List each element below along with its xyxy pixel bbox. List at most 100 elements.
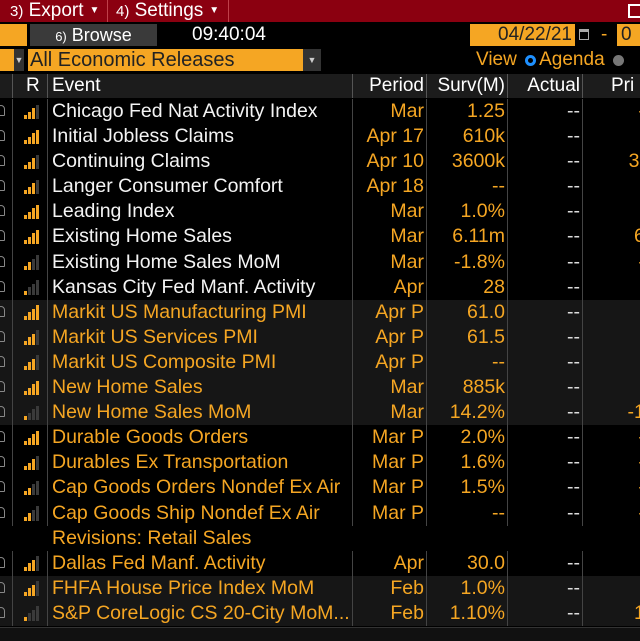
event-name[interactable]: FHFA House Price Index MoM xyxy=(52,576,315,599)
other-view-radio[interactable] xyxy=(612,55,624,66)
header-surv[interactable]: Surv(M) xyxy=(437,75,505,96)
calendar-icon[interactable] xyxy=(579,29,589,40)
alert-bell-icon[interactable] xyxy=(0,406,5,418)
period: Mar P xyxy=(371,476,424,499)
relevance-bar xyxy=(32,333,35,345)
country-dropdown[interactable]: ▼ xyxy=(0,49,24,71)
alert-bell-icon[interactable] xyxy=(0,431,5,443)
table-row[interactable]: S&P CoreLogic CS 20-City MoM... Feb 1.10% -… xyxy=(0,600,640,626)
header-r[interactable]: R xyxy=(26,75,40,96)
relevance-bar xyxy=(28,287,31,295)
export-menu[interactable]: 3) Export ▼ xyxy=(10,0,100,21)
alert-bell-icon[interactable] xyxy=(0,506,5,518)
event-name[interactable]: S&P CoreLogic CS 20-City MoM... xyxy=(52,601,350,624)
alert-bell-icon[interactable] xyxy=(0,230,5,242)
event-name[interactable]: Kansas City Fed Manf. Activity xyxy=(52,275,316,298)
header-prior[interactable]: Pri xyxy=(611,75,635,96)
alert-bell-icon[interactable] xyxy=(0,381,5,393)
alert-bell-icon[interactable] xyxy=(0,155,5,167)
start-date-field[interactable]: 04/22/21 xyxy=(470,24,575,46)
alert-bell-icon[interactable] xyxy=(0,581,5,593)
relevance-bar xyxy=(36,280,39,295)
event-name[interactable]: Continuing Claims xyxy=(52,150,211,173)
header-actual[interactable]: Actual xyxy=(527,75,580,96)
relevance-bar xyxy=(28,588,31,596)
header-event[interactable]: Event xyxy=(52,75,101,96)
alert-bell-icon[interactable] xyxy=(0,205,5,217)
relevance-bar xyxy=(36,179,39,195)
relevance-bar xyxy=(36,606,39,621)
event-name[interactable]: Revisions: Retail Sales xyxy=(52,526,252,549)
relevance-bar xyxy=(36,430,39,446)
event-name[interactable]: Markit US Manufacturing PMI xyxy=(52,300,307,323)
alert-bell-icon[interactable] xyxy=(0,255,5,267)
agenda-radio[interactable] xyxy=(525,55,537,66)
alert-bell-icon[interactable] xyxy=(0,305,5,317)
alert-bell-icon[interactable] xyxy=(0,355,5,367)
actual: -- xyxy=(567,200,580,223)
table-row[interactable]: New Home Sales MoM Mar 14.2% -- -18.2 xyxy=(0,400,640,426)
table-row[interactable]: Continuing Claims Apr 10 3600k -- 3731 xyxy=(0,149,640,175)
relevance-bar xyxy=(36,355,39,370)
event-name[interactable]: Langer Consumer Comfort xyxy=(52,175,283,198)
event-name[interactable]: New Home Sales xyxy=(52,376,203,399)
alert-bell-icon[interactable] xyxy=(0,330,5,342)
table-row[interactable]: Existing Home Sales MoM Mar -1.8% -- -6.6 xyxy=(0,249,640,275)
alert-bell-icon[interactable] xyxy=(0,481,5,493)
event-name[interactable]: Markit US Services PMI xyxy=(52,325,258,348)
event-name[interactable]: Cap Goods Orders Nondef Ex Air xyxy=(52,476,341,499)
event-name[interactable]: Durable Goods Orders xyxy=(52,426,249,449)
event-name[interactable]: Dallas Fed Manf. Activity xyxy=(52,551,266,574)
table-row[interactable]: Durables Ex Transportation Mar P 1.6% -- -0.… xyxy=(0,450,640,476)
relevance-bar xyxy=(24,416,27,421)
event-name[interactable]: New Home Sales MoM xyxy=(52,401,252,424)
alert-bell-icon[interactable] xyxy=(0,456,5,468)
actual: -- xyxy=(567,451,580,474)
table-row[interactable]: Revisions: Retail Sales xyxy=(0,526,640,551)
browse-button[interactable]: 6) Browse xyxy=(30,24,157,46)
alert-bell-icon[interactable] xyxy=(0,556,5,568)
alert-bell-icon[interactable] xyxy=(0,105,5,116)
alert-bell-icon[interactable] xyxy=(0,606,5,618)
table-row[interactable]: Chicago Fed Nat Activity Index Mar 1.25 -- -… xyxy=(0,99,640,125)
alert-bell-icon[interactable] xyxy=(0,280,5,292)
release-filter-dropdown[interactable]: All Economic Releases ▼ xyxy=(24,49,321,71)
event-name[interactable]: Chicago Fed Nat Activity Index xyxy=(52,100,318,122)
settings-menu[interactable]: 4) Settings ▼ xyxy=(116,0,220,21)
relevance-bar xyxy=(36,480,39,496)
security-field[interactable] xyxy=(0,24,27,46)
actual: -- xyxy=(567,576,580,599)
popout-icon[interactable] xyxy=(628,4,640,18)
event-name[interactable]: Cap Goods Ship Nondef Ex Air xyxy=(52,501,320,524)
relevance-bar xyxy=(36,405,39,421)
event-name[interactable]: Initial Jobless Claims xyxy=(52,125,235,148)
table-row[interactable]: Existing Home Sales Mar 6.11m -- 6.22 xyxy=(0,224,640,250)
event-name[interactable]: Existing Home Sales MoM xyxy=(52,250,281,273)
alert-bell-icon[interactable] xyxy=(0,130,5,142)
relevance-bar xyxy=(28,337,31,345)
header-period[interactable]: Period xyxy=(369,75,424,96)
survey-median: -- xyxy=(492,175,505,198)
actual: -- xyxy=(567,376,580,399)
event-name[interactable]: Markit US Composite PMI xyxy=(52,350,277,373)
table-row[interactable]: Cap Goods Ship Nondef Ex Air Mar P -- -- -1.… xyxy=(0,500,640,526)
table-row[interactable]: Durable Goods Orders Mar P 2.0% -- -1.2 xyxy=(0,425,640,451)
survey-median: -- xyxy=(492,350,505,373)
alert-bell-icon[interactable] xyxy=(0,180,5,192)
event-name[interactable]: Leading Index xyxy=(52,200,175,223)
event-name[interactable]: Durables Ex Transportation xyxy=(52,451,289,474)
end-date-field[interactable]: 0 xyxy=(617,24,640,46)
table-row[interactable]: Cap Goods Orders Nondef Ex Air Mar P 1.5% -… xyxy=(0,475,640,501)
relevance-bar xyxy=(32,459,35,471)
event-name[interactable]: Existing Home Sales xyxy=(52,225,232,248)
